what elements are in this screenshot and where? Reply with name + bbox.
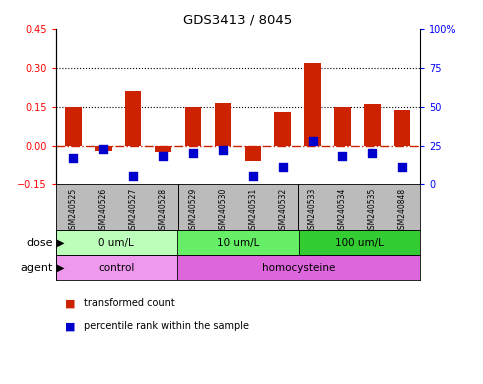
Bar — [177, 230, 298, 255]
Bar — [56, 255, 177, 280]
Text: GSM240534: GSM240534 — [338, 188, 347, 234]
Bar — [95, 146, 112, 151]
Bar — [177, 255, 420, 280]
Point — [99, 146, 107, 152]
Text: GSM240535: GSM240535 — [368, 188, 377, 234]
Text: GSM240533: GSM240533 — [308, 188, 317, 234]
Bar — [244, 146, 261, 161]
Text: homocysteine: homocysteine — [262, 263, 335, 273]
Text: percentile rank within the sample: percentile rank within the sample — [84, 321, 249, 331]
Point — [129, 174, 137, 180]
Point — [398, 164, 406, 170]
Point — [159, 153, 167, 159]
Text: GSM240532: GSM240532 — [278, 188, 287, 234]
Text: ▶: ▶ — [57, 263, 64, 273]
Point — [249, 174, 256, 180]
Point — [369, 150, 376, 156]
Text: GSM240527: GSM240527 — [129, 188, 138, 234]
Text: GSM240848: GSM240848 — [398, 188, 407, 234]
Bar — [65, 108, 82, 146]
Bar — [56, 230, 177, 255]
Point — [189, 150, 197, 156]
Text: GSM240528: GSM240528 — [158, 188, 168, 234]
Text: ■: ■ — [65, 298, 76, 308]
Text: ▶: ▶ — [57, 238, 64, 248]
Bar — [334, 108, 351, 146]
Text: GSM240526: GSM240526 — [99, 188, 108, 234]
Text: GSM240529: GSM240529 — [188, 188, 198, 234]
Bar — [364, 104, 381, 146]
Text: GSM240525: GSM240525 — [69, 188, 78, 234]
Point — [309, 138, 316, 144]
Bar — [155, 146, 171, 152]
Point — [219, 147, 227, 153]
Point — [70, 155, 77, 161]
Bar — [298, 230, 420, 255]
Text: GSM240530: GSM240530 — [218, 188, 227, 234]
Text: 0 um/L: 0 um/L — [99, 238, 134, 248]
Bar — [304, 63, 321, 146]
Text: 10 um/L: 10 um/L — [217, 238, 259, 248]
Text: GSM240531: GSM240531 — [248, 188, 257, 234]
Text: dose: dose — [27, 238, 53, 248]
Bar — [394, 110, 411, 146]
Title: GDS3413 / 8045: GDS3413 / 8045 — [183, 14, 293, 27]
Bar — [185, 108, 201, 146]
Text: ■: ■ — [65, 321, 76, 331]
Text: control: control — [98, 263, 134, 273]
Text: agent: agent — [21, 263, 53, 273]
Point — [339, 153, 346, 159]
Bar — [215, 103, 231, 146]
Bar — [125, 91, 142, 146]
Bar — [274, 112, 291, 146]
Text: transformed count: transformed count — [84, 298, 174, 308]
Text: 100 um/L: 100 um/L — [335, 238, 384, 248]
Point — [279, 164, 286, 170]
